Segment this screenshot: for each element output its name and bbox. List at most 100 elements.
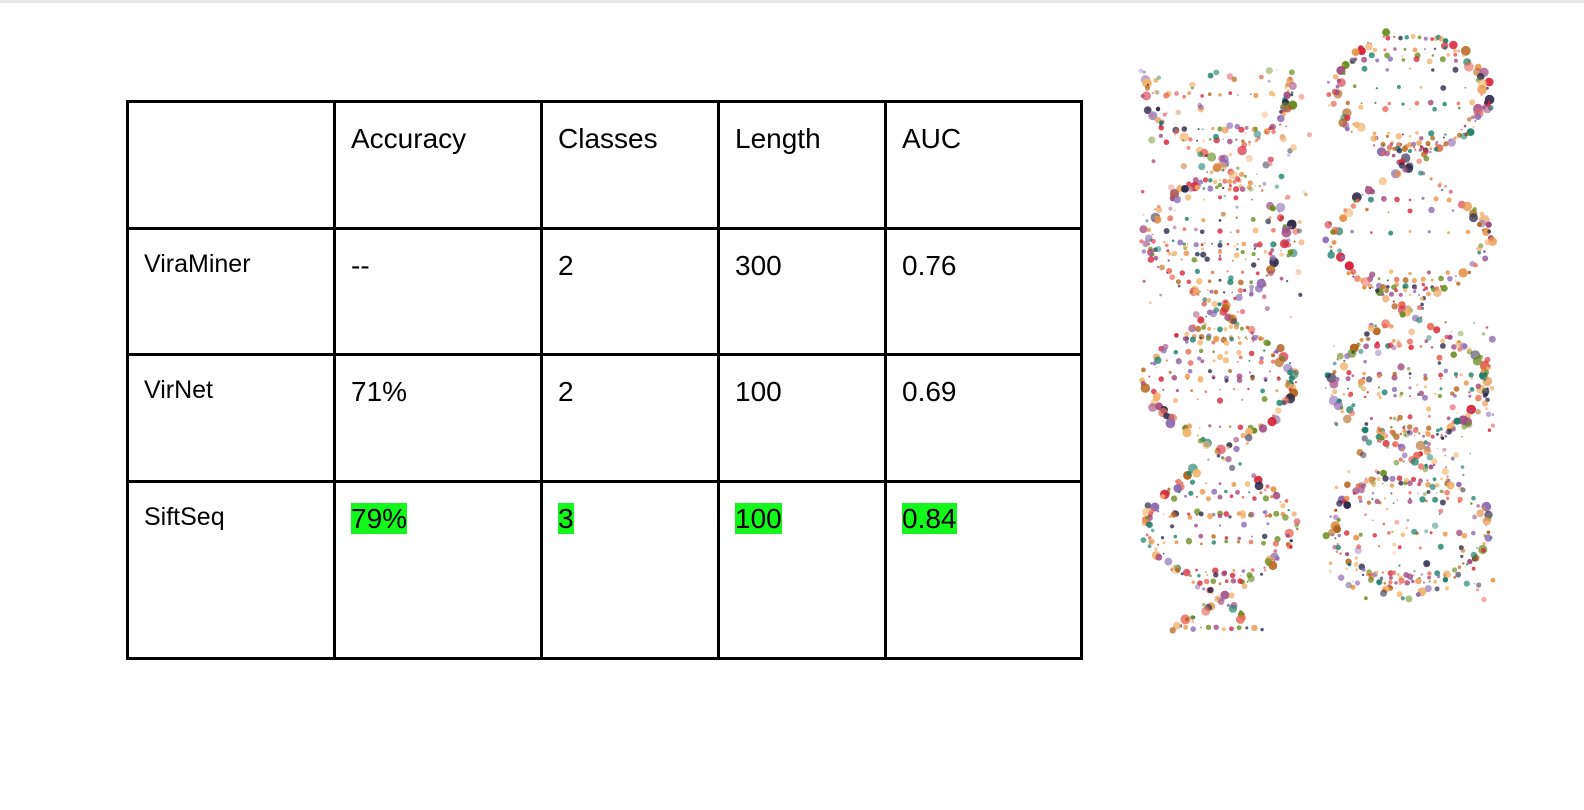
dna-dot: [1367, 337, 1371, 341]
table-row: VirNet 71% 2 100 0.69: [126, 353, 1083, 483]
dna-dot: [1408, 293, 1412, 296]
dna-dot: [1248, 359, 1251, 362]
dna-dot: [1367, 573, 1372, 578]
dna-dot: [1462, 343, 1468, 349]
dna-dot: [1382, 293, 1385, 296]
dna-dot: [1345, 581, 1352, 589]
dna-dot: [1460, 45, 1471, 56]
dna-dot: [1211, 126, 1215, 131]
dna-dot: [1294, 523, 1299, 528]
dna-dot: [1340, 409, 1344, 414]
dna-dot: [1452, 567, 1458, 573]
dna-dot: [1442, 144, 1445, 147]
dna-dot: [1295, 269, 1302, 276]
dna-dot: [1267, 270, 1274, 277]
dna-dot: [1228, 275, 1234, 281]
dna-dot: [1246, 580, 1249, 583]
highlighted-value: 100: [735, 503, 782, 534]
dna-dot: [1195, 177, 1197, 179]
dna-dot: [1207, 72, 1214, 79]
dna-dot: [1442, 531, 1448, 537]
dna-dot: [1411, 278, 1417, 284]
dna-dot: [1260, 388, 1265, 394]
dna-dot: [1438, 508, 1444, 514]
dna-dot: [1383, 497, 1386, 500]
dna-dot: [1403, 288, 1408, 293]
dna-dot: [1251, 334, 1258, 341]
dna-dot: [1427, 575, 1431, 580]
dna-dot: [1183, 625, 1188, 630]
dna-dot: [1409, 577, 1413, 581]
dna-dot: [1392, 551, 1396, 555]
dna-dot: [1462, 54, 1465, 57]
dna-dot: [1250, 93, 1252, 95]
dna-dot: [1470, 115, 1475, 120]
dna-dot: [1207, 185, 1214, 192]
dna-dot: [1439, 387, 1443, 391]
dna-dot: [1365, 337, 1370, 341]
dna-dot: [1336, 500, 1343, 507]
dna-dot: [1365, 439, 1373, 446]
table-row: SiftSeq 79% 3 100 0.84: [126, 480, 1083, 660]
dna-dot: [1484, 356, 1491, 363]
dna-dot: [1398, 564, 1401, 567]
dna-dot: [1140, 537, 1147, 543]
dna-dot: [1439, 489, 1443, 493]
dna-dot: [1344, 353, 1351, 360]
dna-dot: [1267, 79, 1271, 83]
dna-dot: [1229, 336, 1234, 342]
dna-dot: [1434, 482, 1440, 488]
dna-dot: [1147, 256, 1155, 263]
dna-dot: [1424, 385, 1427, 389]
dna-dot: [1162, 552, 1165, 555]
dna-dot: [1347, 387, 1349, 390]
dna-dot: [1334, 422, 1339, 427]
dna-dot: [1241, 270, 1245, 274]
dna-dot: [1162, 389, 1165, 391]
dna-dot: [1409, 67, 1411, 70]
dna-dot: [1385, 285, 1390, 289]
dna-dot: [1342, 71, 1346, 75]
dna-dot: [1485, 221, 1492, 228]
dna-dot: [1357, 46, 1366, 56]
dna-dot: [1427, 143, 1430, 147]
dna-dot: [1381, 375, 1383, 377]
dna-dot: [1488, 335, 1496, 343]
dna-dot: [1407, 414, 1413, 420]
dna-dot: [1328, 561, 1333, 566]
dna-dot: [1350, 229, 1354, 234]
dna-dot: [1249, 288, 1254, 293]
dna-dot: [1448, 189, 1453, 194]
dna-dot: [1206, 171, 1209, 174]
dna-dot: [1377, 439, 1380, 443]
dna-dot: [1398, 162, 1406, 169]
dna-dot: [1457, 106, 1461, 110]
dna-dot: [1354, 580, 1361, 586]
dna-dot: [1263, 349, 1266, 352]
dna-dot: [1159, 120, 1164, 126]
dna-dot: [1330, 393, 1334, 397]
dna-dot: [1382, 522, 1386, 526]
dna-dot: [1460, 487, 1466, 493]
dna-dot: [1450, 456, 1455, 461]
dna-dot: [1233, 436, 1240, 443]
dna-dot: [1371, 492, 1375, 495]
cell-classes: 2: [540, 227, 720, 356]
dna-dot: [1463, 61, 1474, 72]
dna-dot: [1259, 356, 1264, 361]
dna-dot: [1241, 399, 1244, 401]
dna-dot: [1263, 488, 1267, 492]
dna-dot: [1218, 195, 1222, 200]
dna-dot: [1217, 126, 1223, 132]
dna-dot: [1197, 438, 1204, 444]
dna-dot: [1446, 416, 1451, 421]
dna-dot: [1240, 512, 1247, 519]
dna-dot: [1179, 270, 1185, 276]
dna-dot: [1347, 470, 1351, 474]
dna-dot: [1274, 184, 1279, 189]
dna-dot: [1253, 92, 1259, 99]
dna-dot: [1170, 524, 1175, 529]
header-cell-empty: [126, 100, 336, 230]
dna-dot: [1472, 321, 1476, 324]
dna-dot: [1449, 40, 1458, 50]
